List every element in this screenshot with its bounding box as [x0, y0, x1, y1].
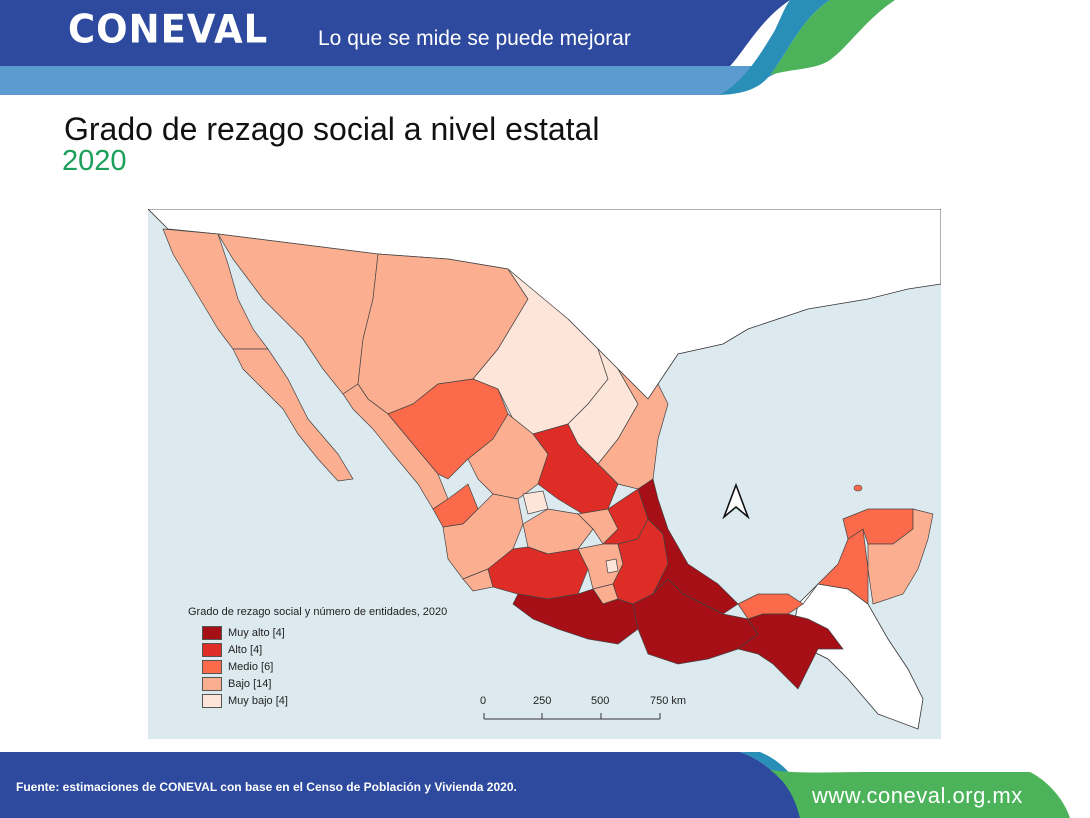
- legend-swatch: [202, 642, 222, 657]
- legend-item-muy-alto: Muy alto [4]: [188, 624, 447, 641]
- legend-item-alto: Alto [4]: [188, 641, 447, 658]
- header-background: [0, 0, 1090, 100]
- legend-item-bajo: Bajo [14]: [188, 675, 447, 692]
- footer-background: [0, 752, 1070, 818]
- legend-label: Bajo [14]: [228, 677, 272, 690]
- state-zacatecas: [467, 413, 549, 500]
- legend-item-muy-bajo: Muy bajo [4]: [188, 692, 447, 709]
- scale-bar: 0 250 500 750 km: [478, 695, 698, 735]
- source-note: Fuente: estimaciones de CONEVAL con base…: [16, 780, 517, 794]
- legend-swatch: [202, 625, 222, 640]
- scale-label-250: 250: [533, 695, 552, 707]
- scale-label-0: 0: [480, 695, 487, 707]
- website-link[interactable]: www.coneval.org.mx: [812, 783, 1023, 808]
- state-campeche: [802, 528, 869, 605]
- scale-label-500: 500: [591, 695, 610, 707]
- slogan: Lo que se mide se puede mejorar: [318, 27, 631, 50]
- legend-swatch: [202, 693, 222, 708]
- north-arrow-icon: [722, 483, 750, 519]
- map-year: 2020: [62, 145, 127, 177]
- legend-label: Muy alto [4]: [228, 626, 285, 639]
- legend-label: Muy bajo [4]: [228, 694, 288, 707]
- legend-swatch: [202, 659, 222, 674]
- scale-label-750: 750 km: [650, 695, 687, 707]
- legend-title: Grado de rezago social y número de entid…: [188, 606, 448, 618]
- legend-item-medio: Medio [6]: [188, 658, 447, 675]
- scale-bar-line: [483, 713, 661, 720]
- mexico-map: [148, 209, 941, 739]
- state-quintana-roo: [867, 508, 934, 605]
- island-cozumel: [853, 484, 863, 492]
- legend-swatch: [202, 676, 222, 691]
- legend: Grado de rezago social y número de entid…: [188, 606, 447, 709]
- footer-banner: Fuente: estimaciones de CONEVAL con base…: [0, 752, 1090, 818]
- legend-label: Medio [6]: [228, 660, 274, 673]
- coneval-logo: CONEVAL: [68, 6, 269, 53]
- state-baja-california-sur: [232, 348, 354, 482]
- map-title: Grado de rezago social a nivel estatal: [64, 111, 600, 147]
- state-cdmx: [605, 558, 619, 574]
- state-chiapas: [737, 613, 844, 690]
- legend-label: Alto [4]: [228, 643, 263, 656]
- header-banner: CONEVAL Lo que se mide se puede mejorar: [0, 0, 1090, 100]
